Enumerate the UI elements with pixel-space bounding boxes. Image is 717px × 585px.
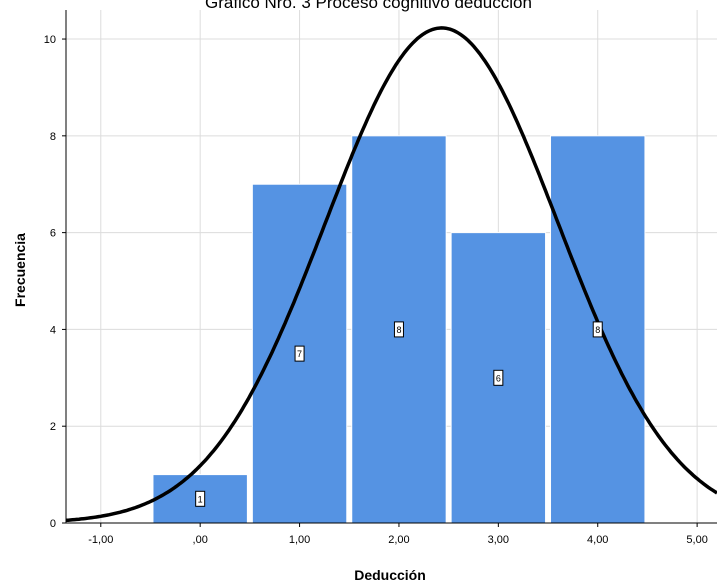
y-tick-label: 6 (50, 228, 56, 240)
normal-curve-layer (65, 26, 717, 523)
axes: -1,00 ,00 1,00 2,00 3,00 4,00 5,00 0 2 4 6 8 10 (44, 10, 717, 546)
x-tick-label: 5,00 (686, 534, 707, 546)
y-tick-label: 8 (50, 131, 56, 143)
normal-curve (65, 26, 717, 523)
data-label-box (294, 345, 305, 362)
data-label-box (592, 321, 603, 338)
x-tick-label: -1,00 (88, 534, 113, 546)
data-label: 8 (595, 325, 600, 335)
data-label-box (493, 369, 504, 386)
x-tick-label: 3,00 (488, 534, 509, 546)
y-tick-label: 10 (44, 34, 56, 46)
y-tick-label: 0 (50, 518, 56, 530)
x-tick-label: ,00 (193, 534, 208, 546)
data-label: 1 (198, 494, 203, 504)
data-label: 7 (297, 349, 302, 359)
y-tick-label: 4 (50, 324, 56, 336)
data-label-box (393, 321, 404, 338)
bars (152, 135, 646, 524)
data-label: 8 (396, 325, 401, 335)
x-tick-label: 4,00 (587, 534, 608, 546)
y-axis-title: Frecuencia (12, 233, 28, 307)
x-tick-label: 1,00 (289, 534, 310, 546)
x-axis-title: Deducción (354, 567, 426, 583)
data-label-box (195, 490, 206, 507)
x-tick-label: 2,00 (388, 534, 409, 546)
data-label: 6 (496, 373, 501, 383)
chart-title: Gráfico Nro. 3 Proceso cognitivo deducci… (205, 0, 532, 12)
data-labels: 1 7 8 6 8 (195, 321, 603, 507)
y-tick-label: 2 (50, 421, 56, 433)
